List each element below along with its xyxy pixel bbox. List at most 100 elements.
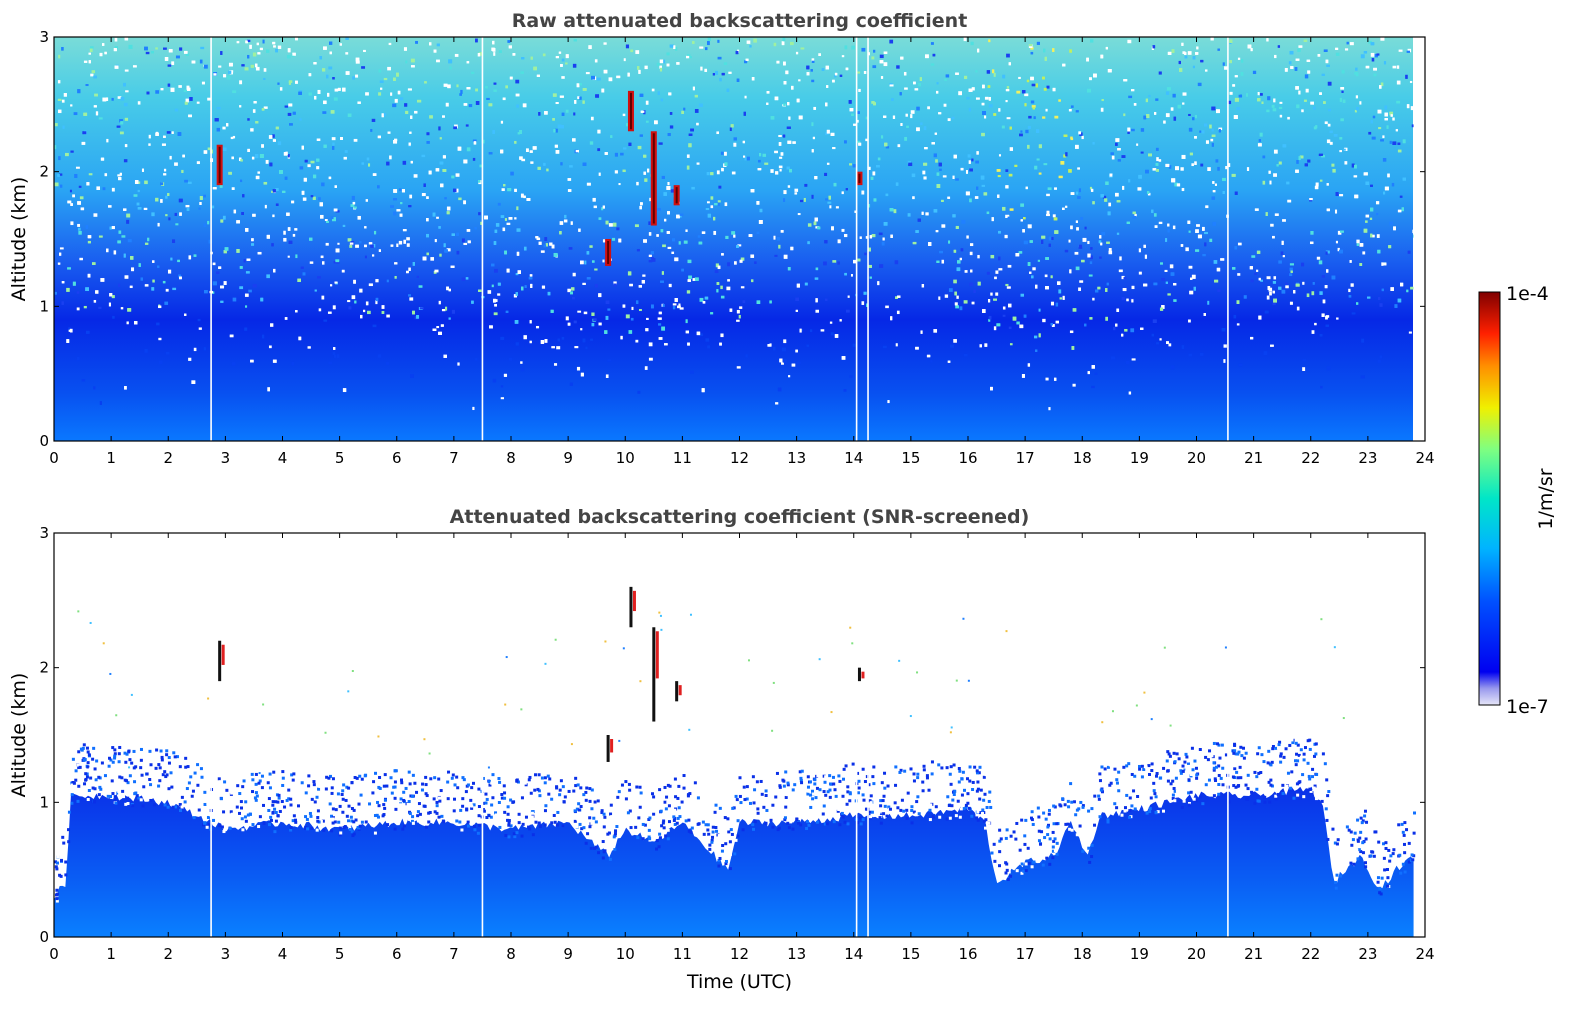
edge-pixel [1351,838,1355,842]
noise-pixel [1263,351,1268,356]
noise-pixel [678,241,681,245]
noise-pixel [986,271,990,275]
noise-pixel [1321,275,1325,278]
noise-pixel [679,307,684,310]
noise-pixel [236,220,240,224]
noise-pixel [1018,76,1021,79]
noise-pixel [1408,331,1412,334]
noise-pixel [275,48,278,53]
noise-pixel [1306,59,1311,62]
noise-pixel [821,68,825,71]
noise-pixel [646,168,650,173]
noise-pixel [330,216,334,220]
noise-pixel [636,248,640,252]
noise-pixel [676,62,680,65]
noise-pixel [83,305,87,309]
edge-pixel [823,822,827,826]
edge-pixel [253,796,257,800]
noise-pixel [1091,385,1095,389]
noise-pixel [216,106,221,110]
noise-pixel [1188,113,1191,117]
noise-pixel [658,323,662,326]
edge-pixel [1349,814,1353,818]
edge-pixel [1380,876,1384,880]
noise-pixel [616,227,620,231]
noise-pixel [99,52,103,57]
noise-pixel [1370,52,1375,57]
noise-pixel [1222,62,1225,66]
noise-pixel [332,142,335,146]
edge-pixel [701,820,705,824]
noise-pixel [766,102,769,105]
noise-pixel [751,77,755,81]
x-tick-label: 0 [49,449,59,467]
noise-pixel [1065,205,1068,208]
noise-pixel [408,142,411,146]
noise-pixel [954,291,957,296]
noise-pixel [1045,257,1049,260]
noise-pixel [1069,49,1072,53]
noise-pixel [625,314,630,319]
edge-pixel [389,776,393,780]
edge-pixel [828,795,832,799]
noise-pixel [795,297,800,301]
noise-pixel [847,295,850,298]
noise-pixel [220,300,224,303]
noise-pixel [523,246,527,251]
noise-pixel [81,379,86,382]
noise-pixel [1188,319,1191,323]
noise-pixel [667,181,670,186]
aerosol-plume-core [218,146,221,184]
noise-pixel [363,49,366,53]
noise-pixel [377,185,380,189]
noise-pixel [1042,76,1045,80]
noise-pixel [659,67,663,72]
edge-pixel [603,815,607,819]
noise-pixel [970,41,974,46]
noise-pixel [1046,213,1050,217]
noise-pixel [871,101,875,104]
noise-pixel [577,96,580,99]
noise-pixel [436,59,440,63]
noise-pixel [140,277,144,281]
noise-pixel [1337,230,1342,235]
noise-pixel [717,39,720,43]
noise-pixel [988,315,992,320]
edge-pixel [1009,834,1013,838]
noise-pixel [1182,92,1187,96]
edge-pixel [665,795,669,799]
noise-pixel [818,53,821,57]
noise-pixel [1089,261,1093,265]
screened-speckle-pixel [77,610,80,613]
edge-pixel [446,780,450,784]
noise-pixel [155,47,158,50]
noise-pixel [1201,130,1205,134]
noise-pixel [298,91,302,95]
noise-pixel [889,39,894,44]
noise-pixel [1254,208,1259,211]
noise-pixel [386,161,390,166]
noise-pixel [1218,128,1221,133]
noise-pixel [971,87,975,91]
noise-pixel [178,198,183,203]
noise-pixel [552,93,557,97]
noise-pixel [570,291,573,295]
noise-pixel [1271,104,1275,108]
noise-pixel [207,147,211,151]
noise-pixel [492,298,496,303]
noise-pixel [436,43,440,47]
noise-pixel [126,219,130,224]
noise-pixel [199,196,203,200]
noise-pixel [255,175,260,180]
noise-pixel [1128,179,1131,183]
noise-pixel [567,189,572,192]
noise-pixel [371,118,376,122]
noise-pixel [1336,317,1339,320]
noise-pixel [1116,232,1120,235]
noise-pixel [610,135,613,139]
noise-pixel [696,122,699,126]
edge-pixel [1263,795,1267,799]
noise-pixel [297,278,301,283]
noise-pixel [701,388,705,393]
noise-pixel [1319,291,1323,295]
